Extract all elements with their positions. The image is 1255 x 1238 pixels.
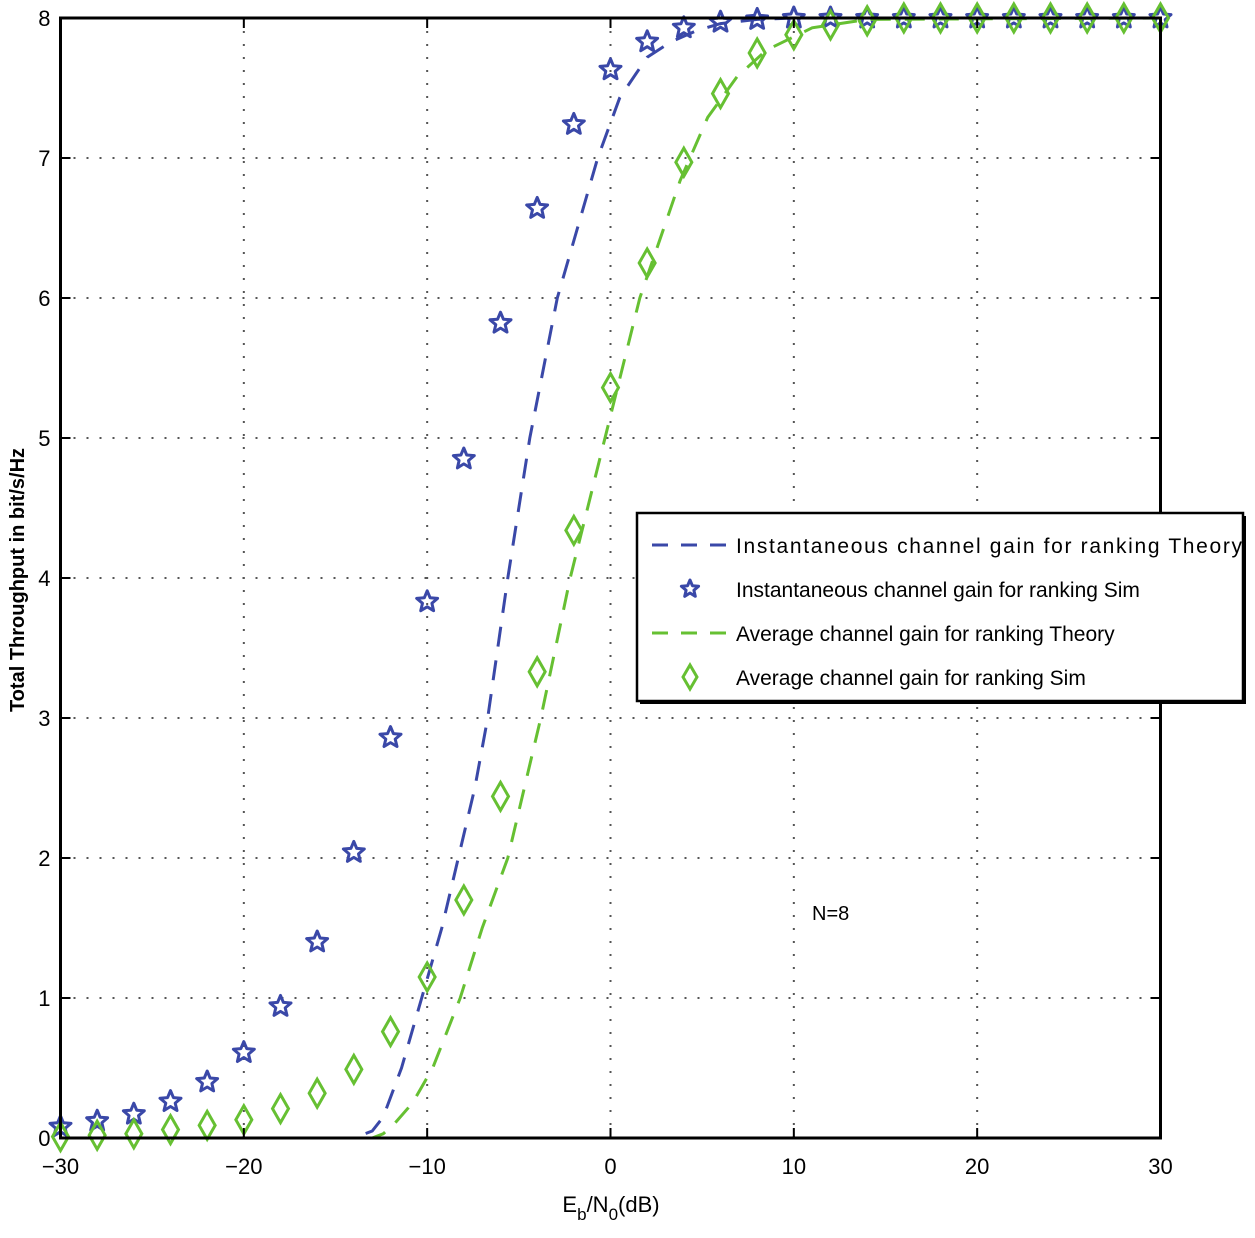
star-marker — [415, 589, 440, 613]
star-marker — [525, 195, 550, 219]
star-marker — [928, 5, 953, 29]
axis-ticks: −30 −20 −10 0 10 20 30 0 1 2 3 4 5 6 7 8 — [38, 6, 1172, 1179]
theory-curve — [60, 16, 1161, 1140]
diamond-marker — [1004, 0, 1024, 36]
legend-item: Average channel gain for ranking Theory — [652, 623, 1115, 646]
y-tick-label: 6 — [38, 286, 50, 311]
y-tick-label: 0 — [38, 1126, 50, 1151]
diamond-marker — [50, 1119, 71, 1154]
star-marker — [451, 446, 476, 470]
star-marker — [195, 1069, 220, 1093]
x-tick-label: −30 — [42, 1154, 79, 1179]
diamond-marker — [600, 370, 621, 405]
star-marker — [1038, 5, 1063, 29]
x-tick-label: 20 — [965, 1154, 989, 1179]
star-marker — [561, 111, 586, 135]
y-tick-label: 2 — [38, 846, 50, 871]
legend-label: Average channel gain for ranking Sim — [736, 667, 1086, 690]
star-marker — [268, 993, 293, 1017]
star-marker — [1111, 5, 1136, 29]
diamond-marker — [1114, 0, 1134, 36]
diamond-marker — [87, 1118, 107, 1153]
series-3 — [50, 0, 1171, 1154]
legend-diamond-icon — [681, 662, 699, 692]
star-marker — [231, 1040, 256, 1063]
diamond-marker — [857, 3, 877, 38]
diamond-marker — [307, 1076, 327, 1111]
series-1 — [48, 5, 1173, 1138]
star-marker — [341, 839, 366, 863]
legend-label: Instantaneous channel gain for ranking S… — [736, 579, 1140, 602]
diamond-marker — [527, 654, 547, 689]
star-marker — [378, 725, 403, 748]
star-marker — [1075, 5, 1100, 29]
x-tick-label: 10 — [782, 1154, 806, 1179]
diamond-marker — [454, 882, 474, 918]
diamond-marker — [1040, 0, 1061, 36]
diamond-marker — [344, 1052, 364, 1087]
series-0 — [60, 16, 1161, 1140]
x-tick-label: 0 — [604, 1154, 616, 1179]
diamond-marker — [124, 1116, 144, 1151]
diamond-marker — [894, 0, 914, 36]
star-marker — [85, 1108, 110, 1132]
plot-area — [48, 0, 1173, 1154]
star-marker — [818, 5, 843, 29]
star-marker — [158, 1089, 183, 1112]
diamond-marker — [270, 1091, 291, 1126]
diamond-marker — [490, 779, 511, 814]
legend-star-icon — [679, 578, 701, 598]
y-tick-label: 1 — [38, 986, 50, 1011]
diamond-marker — [197, 1108, 217, 1143]
legend-box — [635, 511, 1245, 703]
legend-item: Instantaneous channel gain for ranking T… — [652, 535, 1243, 558]
x-axis-label: Eb/N0(dB) — [562, 1192, 659, 1224]
star-marker — [598, 57, 623, 81]
legend-label: Average channel gain for ranking Theory — [736, 623, 1115, 646]
y-axis-label: Total Throughput in bit/s/Hz — [7, 448, 29, 712]
legend-item: Average channel gain for ranking Sim — [681, 662, 1086, 692]
diamond-marker — [820, 7, 841, 43]
diamond-marker — [674, 145, 694, 180]
diamond-marker — [710, 76, 731, 111]
star-marker — [891, 5, 916, 29]
diamond-marker — [747, 35, 767, 71]
legend-item: Instantaneous channel gain for ranking S… — [679, 578, 1140, 602]
y-tick-label: 8 — [38, 6, 50, 31]
x-tick-label: −20 — [225, 1154, 262, 1179]
y-tick-label: 3 — [38, 706, 50, 731]
series-2 — [60, 16, 1161, 1140]
legend-label: Instantaneous channel gain for ranking T… — [736, 535, 1243, 558]
x-tick-label: −10 — [409, 1154, 446, 1179]
diamond-marker — [1077, 0, 1097, 36]
diamond-marker — [637, 245, 657, 281]
diamond-marker — [380, 1014, 401, 1049]
diamond-marker — [930, 0, 951, 36]
star-marker — [671, 15, 696, 39]
diamond-marker — [417, 959, 437, 995]
star-marker — [745, 6, 770, 30]
y-tick-label: 4 — [38, 566, 50, 591]
diamond-marker — [160, 1112, 181, 1147]
star-marker — [1001, 5, 1026, 29]
diamond-marker — [967, 0, 987, 36]
star-marker — [708, 9, 733, 33]
star-marker — [855, 5, 880, 29]
n-annotation: N=8 — [812, 903, 849, 925]
star-marker — [635, 29, 660, 53]
diamond-marker — [784, 17, 804, 52]
y-tick-label: 5 — [38, 426, 50, 451]
diamond-marker — [564, 513, 584, 548]
theory-curve — [60, 16, 1161, 1140]
star-marker — [305, 929, 330, 953]
legend: Instantaneous channel gain for ranking T… — [635, 511, 1246, 704]
y-tick-label: 7 — [38, 146, 50, 171]
x-tick-label: 30 — [1148, 1154, 1172, 1179]
star-marker — [488, 310, 513, 334]
